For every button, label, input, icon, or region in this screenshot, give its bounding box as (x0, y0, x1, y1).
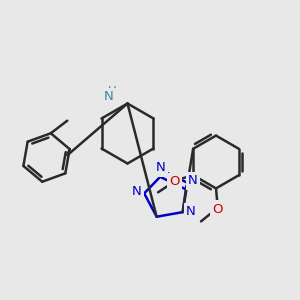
Text: N: N (155, 161, 165, 174)
Text: N: N (104, 90, 113, 103)
Text: N: N (188, 174, 198, 187)
Text: N: N (186, 205, 196, 218)
Text: H: H (108, 85, 117, 98)
Text: O: O (212, 203, 223, 216)
Text: N: N (132, 185, 142, 198)
Text: O: O (169, 175, 180, 188)
